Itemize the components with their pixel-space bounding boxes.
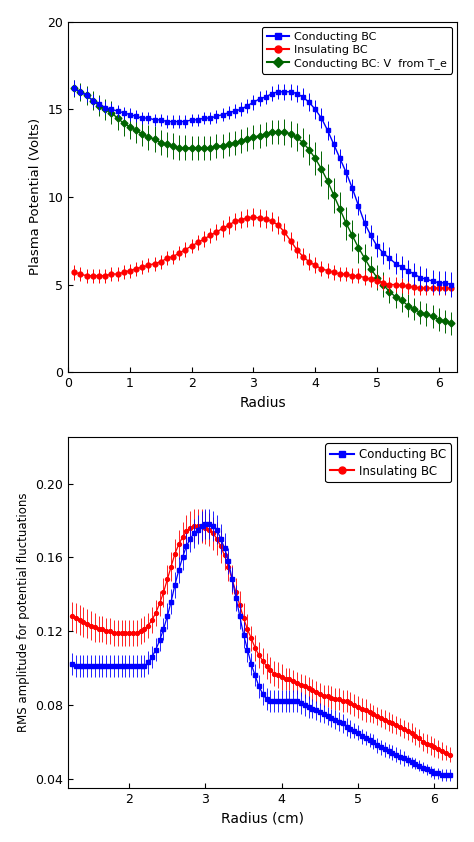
Legend: Conducting BC, Insulating BC, Conducting BC: V  from T_e: Conducting BC, Insulating BC, Conducting… — [262, 27, 452, 74]
Y-axis label: RMS amplitude for potential fluctuations: RMS amplitude for potential fluctuations — [17, 493, 30, 733]
X-axis label: Radius: Radius — [239, 396, 286, 409]
Y-axis label: Plasma Potential (Volts): Plasma Potential (Volts) — [29, 119, 42, 275]
X-axis label: Radius (cm): Radius (cm) — [221, 812, 304, 825]
Legend: Conducting BC, Insulating BC: Conducting BC, Insulating BC — [325, 443, 451, 482]
